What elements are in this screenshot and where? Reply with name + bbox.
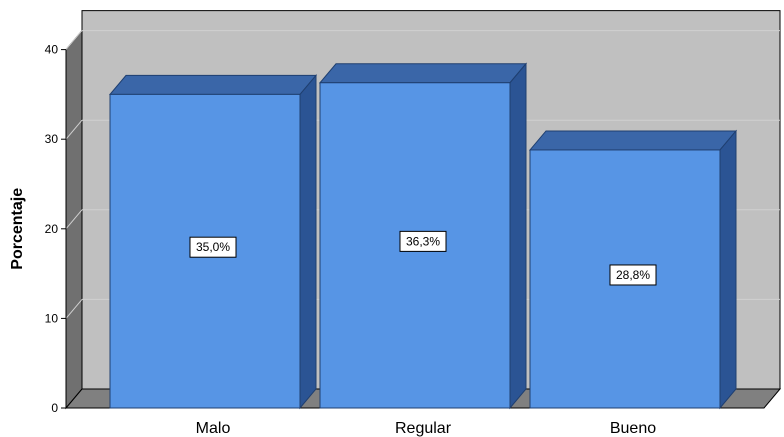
bar-bueno: 28,8% [528, 129, 738, 410]
data-label: 28,8% [616, 268, 650, 282]
gridline-side [65, 30, 83, 50]
gridline-side [65, 209, 83, 230]
bars: 35,0% 36,3% 28,8% [108, 62, 738, 410]
x-category-label: Bueno [610, 420, 656, 437]
gridline-side [65, 299, 83, 319]
bar-side-face [719, 129, 737, 410]
bar-top-face [318, 63, 528, 84]
bar-top-face [528, 130, 738, 151]
data-label-box [189, 236, 237, 258]
gridline-side [65, 119, 83, 140]
data-label: 35,0% [196, 240, 230, 254]
bar-side-face [509, 62, 527, 410]
y-tick-label: 30 [45, 132, 59, 146]
bar-side-face [299, 74, 317, 410]
labels: Porcentaje Malo Regular Bueno [9, 188, 656, 437]
y-tick-label: 0 [51, 401, 58, 415]
x-category-label: Regular [395, 420, 452, 437]
data-label-box [609, 264, 657, 286]
data-label: 36,3% [406, 234, 440, 248]
x-category-label: Malo [196, 420, 231, 437]
y-tick-label: 10 [45, 311, 59, 325]
y-tick-label: 20 [45, 222, 59, 236]
bar-malo: 35,0% [108, 74, 318, 410]
data-label-box [399, 230, 447, 252]
y-axis: 0 10 20 30 40 [45, 43, 67, 415]
y-tick-label: 40 [45, 43, 59, 57]
bar-top-face [108, 74, 318, 95]
bar-regular: 36,3% [318, 62, 528, 410]
y-axis-label: Porcentaje [9, 188, 26, 270]
